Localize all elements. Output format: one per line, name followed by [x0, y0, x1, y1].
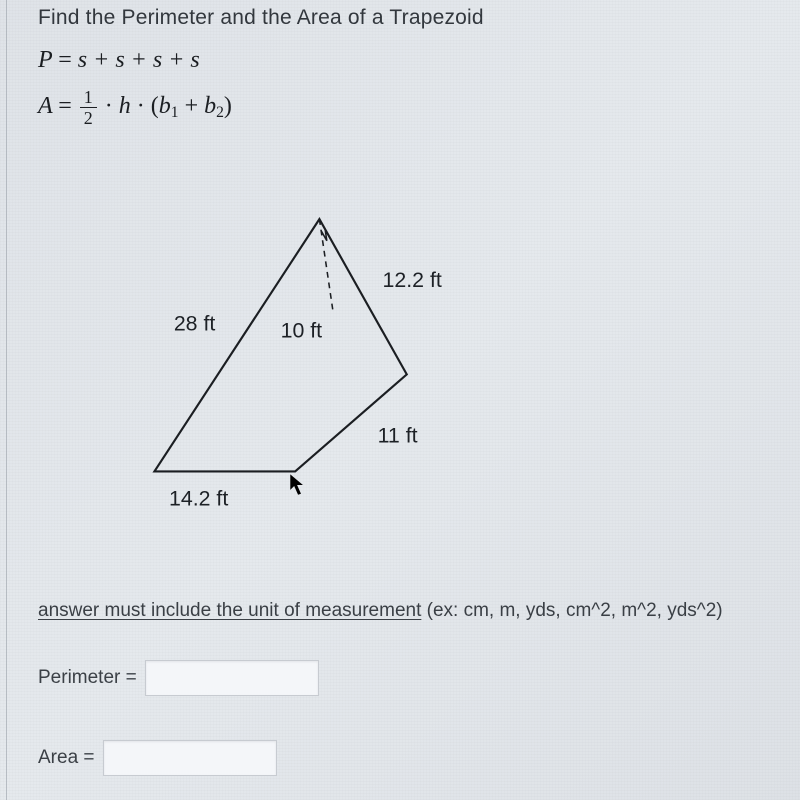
- area-b1-sub: 1: [171, 104, 179, 121]
- frac-num: 1: [80, 88, 97, 108]
- frac-den: 2: [80, 108, 97, 127]
- area-eq: =: [58, 93, 78, 119]
- label-side-12-2ft: 12.2 ft: [382, 268, 441, 292]
- perimeter-input[interactable]: [145, 660, 319, 696]
- trapezoid-figure: 28 ft 12.2 ft 11 ft 14.2 ft 10 ft: [90, 190, 510, 520]
- perimeter-eq: =: [58, 47, 78, 73]
- label-height-10ft: 10 ft: [281, 319, 323, 343]
- area-b2: b: [204, 93, 216, 119]
- area-formula: A = 1 2 · h · (b1 + b2): [38, 88, 800, 127]
- perimeter-formula: P = s + s + s + s: [38, 44, 800, 78]
- perimeter-lhs: P: [38, 47, 52, 73]
- instruction-tail: (ex: cm, m, yds, cm^2, m^2, yds^2): [421, 600, 722, 621]
- one-half-fraction: 1 2: [80, 88, 97, 127]
- area-label: Area =: [38, 747, 95, 769]
- area-answer-row: Area =: [38, 740, 277, 776]
- area-dot2: · (: [137, 93, 159, 119]
- area-h: h: [119, 93, 131, 119]
- area-close: ): [224, 93, 232, 119]
- instruction-underlined: answer must include the unit of measurem…: [38, 600, 421, 621]
- mouse-cursor-icon: [290, 474, 303, 494]
- label-side-28ft: 28 ft: [174, 312, 216, 336]
- trapezoid-svg: 28 ft 12.2 ft 11 ft 14.2 ft 10 ft: [90, 190, 510, 520]
- instruction-line: answer must include the unit of measurem…: [38, 600, 800, 622]
- page-title: Find the Perimeter and the Area of a Tra…: [38, 6, 800, 30]
- perimeter-label: Perimeter =: [38, 667, 137, 689]
- area-input[interactable]: [103, 740, 277, 776]
- area-lhs: A: [38, 93, 52, 119]
- label-side-14-2ft: 14.2 ft: [169, 486, 228, 510]
- area-b2-sub: 2: [216, 104, 224, 121]
- area-b1: b: [159, 93, 171, 119]
- area-plus: +: [185, 93, 205, 119]
- trapezoid-outline: [154, 219, 406, 471]
- label-side-11ft: 11 ft: [378, 423, 418, 447]
- area-dot1: ·: [105, 93, 119, 119]
- perimeter-rhs: s + s + s + s: [78, 47, 200, 73]
- left-margin-rule: [6, 0, 7, 800]
- worksheet-content: Find the Perimeter and the Area of a Tra…: [38, 6, 800, 137]
- perimeter-answer-row: Perimeter =: [38, 660, 319, 696]
